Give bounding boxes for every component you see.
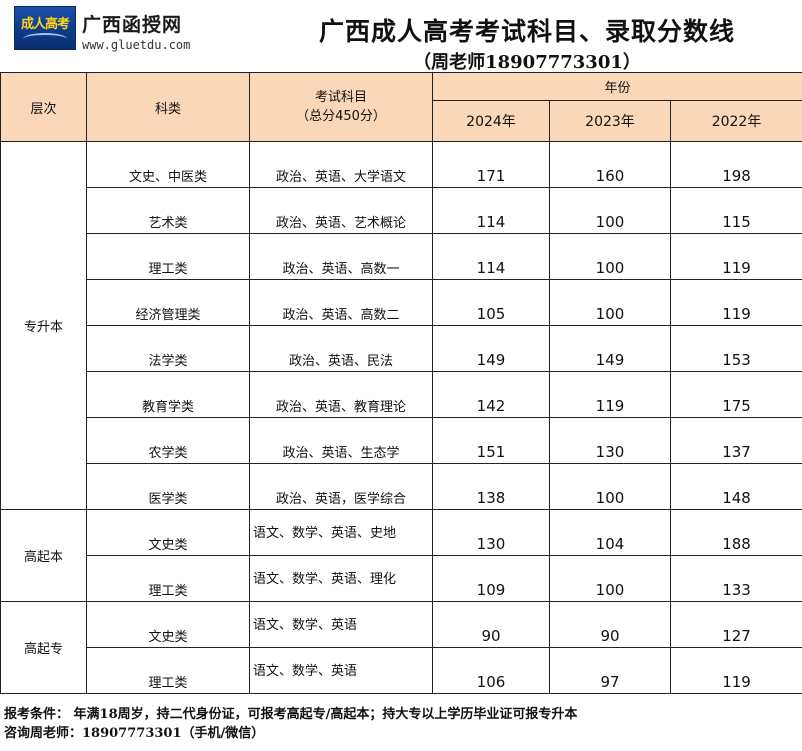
category-cell: 理工类 bbox=[86, 647, 250, 694]
score-cell: 138 bbox=[432, 463, 550, 510]
score-cell: 151 bbox=[432, 417, 550, 464]
category-cell: 文史类 bbox=[86, 509, 250, 556]
category-cell: 教育学类 bbox=[86, 371, 250, 418]
score-cell: 130 bbox=[549, 417, 671, 464]
table-row: 专升本 文史、中医类 政治、英语、大学语文 171 160 198 bbox=[0, 141, 802, 510]
score-cell: 114 bbox=[432, 187, 550, 234]
header-subjects: 考试科目 （总分450分） bbox=[249, 72, 433, 142]
table-row: 高起专 文史类 语文、数学、英语 90 90 127 bbox=[0, 601, 802, 694]
subjects-cell: 语文、数学、英语 bbox=[249, 647, 433, 694]
page-subtitle: （周老师18907773301） bbox=[413, 52, 641, 73]
table-row: 理工类 语文、数学、英语 106 97 119 bbox=[1, 647, 802, 694]
score-table: 层次 科类 考试科目 （总分450分） 年份 2024年 2023年 2022年… bbox=[0, 72, 802, 694]
score-cell: 100 bbox=[549, 233, 671, 280]
page-header: 成人高考 广西函授网 www.gluetdu.com 广西成人高考考试科目、录取… bbox=[0, 0, 802, 73]
table-row: 理工类 政治、英语、高数一 114 100 119 bbox=[1, 233, 802, 280]
subjects-cell: 政治、英语、生态学 bbox=[249, 417, 433, 464]
score-cell: 119 bbox=[669, 647, 802, 694]
score-cell: 149 bbox=[549, 325, 671, 372]
header-year: 2022年 bbox=[669, 100, 802, 142]
score-cell: 115 bbox=[669, 187, 802, 234]
header-year: 2024年 bbox=[432, 100, 550, 142]
table-row: 艺术类 政治、英语、艺术概论 114 100 115 bbox=[1, 187, 802, 234]
subjects-cell: 语文、数学、英语 bbox=[249, 601, 433, 648]
footer-contact: 咨询周老师：18907773301（手机/微信） bbox=[4, 726, 265, 741]
subjects-cell: 政治、英语、艺术概论 bbox=[249, 187, 433, 234]
category-cell: 法学类 bbox=[86, 325, 250, 372]
score-cell: 100 bbox=[549, 555, 671, 602]
score-cell: 90 bbox=[432, 601, 550, 648]
subjects-cell: 政治、英语、大学语文 bbox=[249, 141, 433, 188]
page-footer: 报考条件： 年满18周岁，持二代身份证，可报考高起专/高起本；持大专以上学历毕业… bbox=[4, 705, 799, 743]
site-name[interactable]: 广西函授网 bbox=[82, 14, 183, 36]
header-subjects-line2: （总分450分） bbox=[296, 109, 386, 124]
category-cell: 艺术类 bbox=[86, 187, 250, 234]
score-cell: 97 bbox=[549, 647, 671, 694]
site-url[interactable]: www.gluetdu.com bbox=[82, 38, 191, 52]
header-category: 科类 bbox=[86, 72, 250, 142]
category-cell: 理工类 bbox=[86, 555, 250, 602]
table-row: 农学类 政治、英语、生态学 151 130 137 bbox=[1, 417, 802, 464]
table-row: 经济管理类 政治、英语、高数二 105 100 119 bbox=[1, 279, 802, 326]
score-cell: 130 bbox=[432, 509, 550, 556]
subjects-cell: 语文、数学、英语、理化 bbox=[249, 555, 433, 602]
table-row: 法学类 政治、英语、民法 149 149 153 bbox=[1, 325, 802, 372]
score-cell: 137 bbox=[669, 417, 802, 464]
footer-requirements: 报考条件： 年满18周岁，持二代身份证，可报考高起专/高起本；持大专以上学历毕业… bbox=[4, 707, 578, 722]
subjects-cell: 政治、英语、高数二 bbox=[249, 279, 433, 326]
header-year-group: 年份 bbox=[431, 72, 802, 101]
score-cell: 175 bbox=[669, 371, 802, 418]
score-cell: 100 bbox=[549, 279, 671, 326]
level-cell: 高起专 bbox=[0, 601, 87, 694]
score-cell: 114 bbox=[432, 233, 550, 280]
table-row: 高起本 文史类 语文、数学、英语、史地 130 104 188 bbox=[0, 509, 802, 602]
page-title: 广西成人高考考试科目、录取分数线 bbox=[318, 17, 735, 46]
header-level: 层次 bbox=[0, 72, 87, 142]
score-cell: 171 bbox=[432, 141, 550, 188]
table-row: 理工类 语文、数学、英语、理化 109 100 133 bbox=[1, 555, 802, 602]
table-row: 教育学类 政治、英语、教育理论 142 119 175 bbox=[1, 371, 802, 418]
score-cell: 104 bbox=[549, 509, 671, 556]
subjects-cell: 语文、数学、英语、史地 bbox=[249, 509, 433, 556]
header-year: 2023年 bbox=[549, 100, 671, 142]
score-cell: 149 bbox=[432, 325, 550, 372]
score-cell: 160 bbox=[549, 141, 671, 188]
score-cell: 188 bbox=[669, 509, 802, 556]
subjects-cell: 政治、英语、高数一 bbox=[249, 233, 433, 280]
level-cell: 专升本 bbox=[0, 141, 87, 510]
score-cell: 133 bbox=[669, 555, 802, 602]
score-cell: 198 bbox=[669, 141, 802, 188]
subjects-cell: 政治、英语，医学综合 bbox=[249, 463, 433, 510]
score-cell: 119 bbox=[549, 371, 671, 418]
category-cell: 理工类 bbox=[86, 233, 250, 280]
subjects-cell: 政治、英语、民法 bbox=[249, 325, 433, 372]
category-cell: 经济管理类 bbox=[86, 279, 250, 326]
score-cell: 109 bbox=[432, 555, 550, 602]
score-cell: 100 bbox=[549, 463, 671, 510]
score-cell: 106 bbox=[432, 647, 550, 694]
score-cell: 127 bbox=[669, 601, 802, 648]
score-cell: 90 bbox=[549, 601, 671, 648]
score-cell: 119 bbox=[669, 279, 802, 326]
category-cell: 农学类 bbox=[86, 417, 250, 464]
score-cell: 100 bbox=[549, 187, 671, 234]
header-subjects-line1: 考试科目 bbox=[314, 90, 367, 105]
score-cell: 119 bbox=[669, 233, 802, 280]
category-cell: 文史类 bbox=[86, 601, 250, 648]
category-cell: 文史、中医类 bbox=[86, 141, 250, 188]
score-cell: 148 bbox=[669, 463, 802, 510]
score-cell: 153 bbox=[669, 325, 802, 372]
logo-text: 成人高考 bbox=[20, 17, 70, 32]
subjects-cell: 政治、英语、教育理论 bbox=[249, 371, 433, 418]
logo-arc-icon bbox=[23, 33, 67, 45]
table-row: 医学类 政治、英语，医学综合 138 100 148 bbox=[1, 463, 802, 510]
site-logo[interactable]: 成人高考 bbox=[14, 6, 76, 50]
level-cell: 高起本 bbox=[0, 509, 87, 602]
score-cell: 142 bbox=[432, 371, 550, 418]
category-cell: 医学类 bbox=[86, 463, 250, 510]
score-cell: 105 bbox=[432, 279, 550, 326]
